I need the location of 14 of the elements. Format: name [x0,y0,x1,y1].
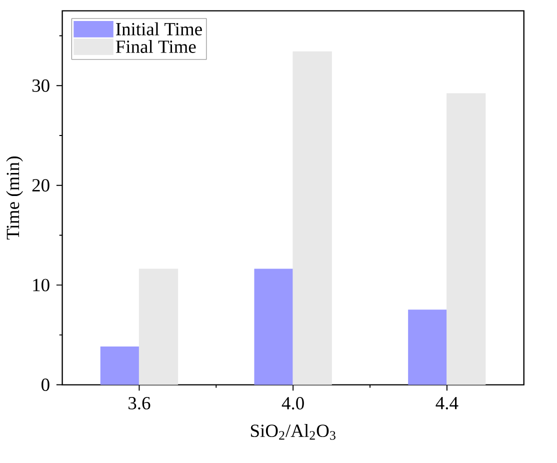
x-tick-label: 4.4 [436,397,458,410]
bar [446,93,486,385]
legend-label: Initial Time [116,22,202,36]
y-tick-label: 20 [32,179,50,192]
x-axis-title: SiO$_{2}$/Al$_{2}$O$_{3}$ [250,424,336,440]
y-tick-label: 30 [32,80,50,92]
x-tick-label: 4.0 [282,397,304,410]
x-tick-label: 3.6 [128,397,150,410]
bar [138,268,178,385]
bar [292,52,332,385]
y-tick-label: 10 [33,279,50,292]
y-tick-label: 0 [42,378,50,392]
y-axis-title: Time (min) [6,156,23,240]
legend-label: Final Time [116,40,196,54]
